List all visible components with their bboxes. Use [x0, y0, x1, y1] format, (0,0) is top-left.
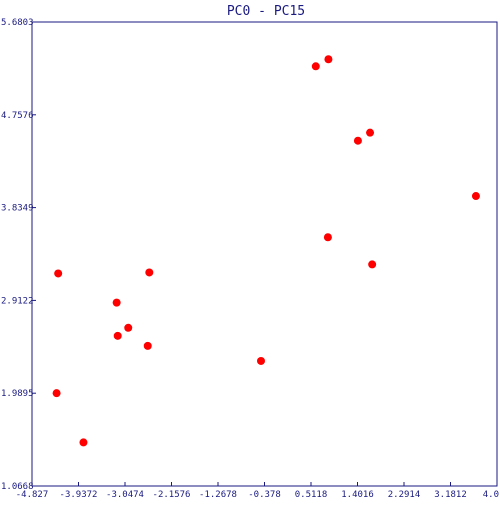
y-tick-label: 5.6803	[1, 18, 34, 28]
y-tick-label: 4.7576	[1, 111, 34, 121]
data-points	[52, 55, 480, 447]
x-tick-label: -1.2678	[199, 490, 237, 500]
data-point	[113, 331, 122, 340]
x-tick-label: 1.4016	[341, 490, 374, 500]
data-point	[145, 268, 154, 277]
x-tick-label: -2.1576	[153, 490, 191, 500]
y-tick-label: 2.9122	[1, 296, 34, 306]
x-tick-label: 3.1812	[434, 490, 467, 500]
data-point	[112, 298, 121, 307]
x-tick-label: -3.9372	[60, 490, 98, 500]
x-tick-label: -4.827	[16, 490, 49, 500]
data-point	[368, 260, 377, 269]
x-tick-label: 4.0	[483, 490, 499, 500]
y-tick-label: 1.9895	[1, 389, 34, 399]
data-point	[79, 438, 88, 447]
y-tick-label: 1.0668	[1, 482, 34, 492]
data-point	[471, 192, 480, 201]
x-tick-label: 0.5118	[295, 490, 328, 500]
y-tick-label: 3.8349	[1, 204, 34, 214]
data-point	[52, 389, 61, 398]
data-point	[323, 233, 332, 242]
chart-title: PC0 - PC15	[227, 4, 305, 19]
data-point	[353, 136, 362, 145]
data-point	[54, 269, 63, 278]
x-axis: -4.827 -3.9372 -3.0474 -2.1576 -1.2678 -0.378…	[16, 482, 499, 500]
data-point	[124, 323, 133, 332]
data-point	[143, 341, 152, 350]
data-point	[324, 55, 333, 64]
data-point	[311, 62, 320, 71]
plot-area-frame	[31, 21, 498, 487]
x-tick-label: 2.2914	[388, 490, 421, 500]
data-point	[256, 356, 265, 365]
y-axis: 5.6803 4.7576 3.8349 2.9122 1.9895 1.0668	[1, 18, 36, 492]
x-tick-label: -3.0474	[106, 490, 144, 500]
x-tick-label: -0.378	[248, 490, 281, 500]
data-point	[366, 128, 375, 137]
